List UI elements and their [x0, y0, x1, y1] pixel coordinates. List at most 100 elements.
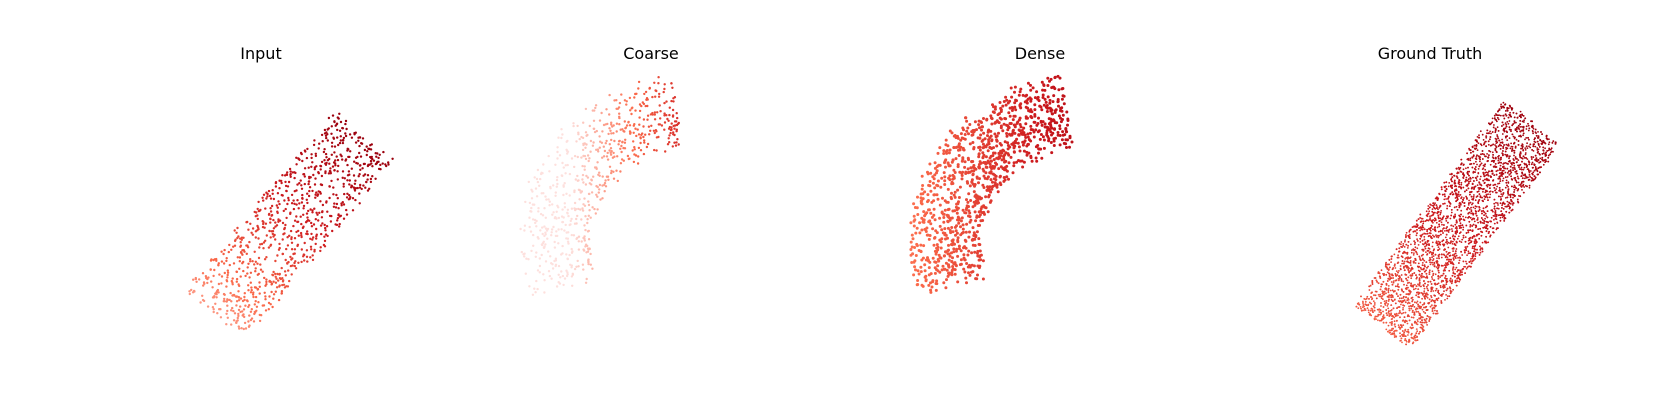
gt-point	[1473, 194, 1475, 196]
input-point	[284, 223, 287, 227]
input-point	[303, 241, 306, 245]
coarse-point	[627, 120, 630, 124]
input-point	[225, 259, 228, 263]
coarse-point	[586, 154, 590, 157]
gt-point	[1431, 225, 1433, 228]
input-point	[284, 184, 288, 188]
gt-point	[1417, 320, 1419, 323]
input-point	[302, 255, 305, 258]
coarse-point	[606, 151, 609, 155]
input-point	[266, 195, 269, 198]
input-point	[335, 155, 338, 158]
input-point	[254, 300, 257, 303]
input-point	[345, 208, 348, 212]
coarse-point	[570, 207, 574, 210]
gt-point	[1495, 142, 1498, 145]
gt-point	[1507, 203, 1510, 206]
gt-point	[1393, 332, 1396, 335]
gt-point	[1479, 160, 1481, 163]
input-point	[211, 286, 214, 289]
input-point	[368, 187, 371, 190]
input-point	[300, 187, 304, 190]
input-point	[258, 313, 261, 317]
gt-point	[1400, 274, 1403, 276]
gt-point	[1446, 205, 1449, 207]
gt-point	[1445, 283, 1448, 286]
input-point	[251, 260, 254, 263]
gt-point	[1501, 195, 1504, 197]
input-point	[346, 192, 349, 195]
input-point	[337, 207, 340, 210]
input-point	[353, 182, 357, 185]
input-point	[320, 174, 324, 178]
input-point	[289, 264, 293, 268]
coarse-point	[554, 163, 557, 166]
input-point	[225, 300, 228, 303]
panel-title-input: Input	[240, 44, 282, 63]
input-point	[319, 183, 323, 186]
coarse-point	[636, 162, 640, 165]
gt-point	[1474, 199, 1477, 202]
input-point	[310, 225, 314, 228]
input-point	[254, 295, 258, 299]
gt-point	[1495, 218, 1498, 221]
input-point	[283, 232, 286, 235]
input-point	[243, 321, 247, 325]
input-point	[363, 173, 367, 176]
input-point	[226, 304, 229, 307]
input-point	[288, 279, 291, 283]
input-point	[337, 213, 340, 216]
gt-point	[1502, 123, 1505, 126]
gt-point	[1446, 253, 1449, 256]
coarse-point	[537, 210, 540, 213]
input-point	[256, 217, 259, 221]
input-point	[206, 281, 209, 285]
coarse-point	[555, 285, 559, 288]
input-point	[347, 198, 351, 201]
gt-point	[1379, 311, 1382, 314]
input-point	[220, 250, 223, 253]
gt-point	[1402, 243, 1405, 245]
input-point	[369, 180, 373, 184]
input-point	[202, 284, 205, 287]
input-point	[249, 260, 252, 263]
input-point	[237, 312, 240, 316]
gt-point	[1405, 284, 1408, 287]
input-point	[246, 272, 249, 275]
gt-point	[1458, 259, 1461, 262]
input-point	[304, 221, 308, 224]
input-point	[309, 256, 312, 259]
input-point	[238, 267, 241, 270]
gt-point	[1472, 206, 1475, 209]
input-point	[271, 189, 274, 192]
gt-point	[1506, 121, 1509, 123]
input-point	[265, 283, 268, 286]
input-point	[356, 155, 359, 159]
gt-point	[1380, 305, 1382, 307]
input-point	[195, 280, 198, 283]
input-point	[250, 288, 253, 292]
input-point	[376, 152, 379, 155]
input-point	[232, 245, 235, 248]
gt-point	[1523, 166, 1526, 169]
gt-point	[1504, 122, 1507, 124]
gt-point	[1436, 226, 1439, 229]
input-point	[370, 156, 373, 160]
coarse-point	[667, 137, 670, 140]
gt-point	[1459, 194, 1462, 196]
coarse-point	[574, 178, 577, 181]
input-point	[253, 263, 256, 266]
input-point	[239, 275, 242, 278]
gt-point	[1484, 217, 1486, 220]
gt-point	[1397, 324, 1400, 327]
input-point	[212, 274, 215, 278]
input-point	[188, 290, 191, 293]
gt-point	[1529, 170, 1532, 172]
gt-point	[1426, 287, 1429, 290]
input-point	[294, 267, 298, 270]
coarse-point	[620, 158, 624, 161]
gt-point	[1423, 236, 1426, 238]
coarse-point	[538, 184, 541, 187]
input-point	[211, 306, 215, 309]
gt-point	[1425, 295, 1428, 298]
